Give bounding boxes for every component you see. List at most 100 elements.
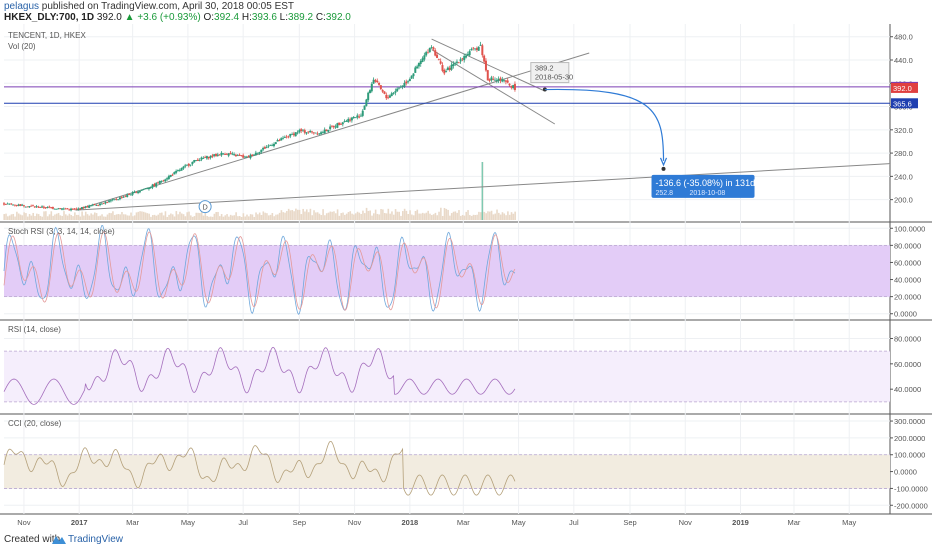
candle: [37, 206, 40, 208]
candle: [301, 129, 304, 131]
x-tick-label: Sep: [623, 518, 636, 527]
volume-bar: [365, 207, 368, 220]
callout-box: [530, 62, 570, 84]
volume-bar: [280, 210, 283, 220]
candle: [48, 206, 51, 208]
volume-bar: [157, 214, 160, 220]
y-tick-label: 280.0: [894, 149, 913, 158]
candle: [368, 90, 371, 93]
volume-bar: [26, 216, 29, 220]
price-change: ▲ +3.6 (+0.93%): [124, 12, 201, 23]
volume-bar: [222, 216, 225, 220]
candle: [381, 90, 384, 92]
candle: [327, 130, 330, 132]
candle: [104, 201, 107, 204]
rsi-band: [4, 351, 890, 402]
volume-bar: [362, 210, 364, 220]
candle: [53, 208, 56, 210]
volume-bar: [28, 214, 31, 220]
volume-bar: [498, 212, 500, 220]
footer: Created with TradingView: [0, 530, 932, 550]
volume-bar: [405, 210, 408, 220]
candle: [412, 73, 415, 77]
candle: [140, 189, 143, 191]
candle: [245, 156, 248, 158]
candle: [325, 129, 328, 131]
candle: [370, 83, 373, 92]
volume-bar: [144, 212, 147, 220]
x-tick-label: Nov: [679, 518, 693, 527]
volume-bar: [113, 215, 116, 220]
volume-bar: [345, 213, 348, 220]
volume-bar: [246, 214, 248, 220]
candle: [512, 85, 515, 89]
candle: [167, 176, 170, 179]
volume-bar: [441, 215, 444, 220]
volume-bar: [425, 212, 428, 220]
volume-bar: [54, 214, 56, 220]
candle: [312, 132, 315, 134]
volume-bar: [278, 212, 281, 220]
candle: [338, 122, 341, 125]
projection-value: -136.6 (-35.08%) in 131d: [656, 178, 756, 188]
candle: [137, 191, 140, 193]
volume-bar: [188, 211, 190, 220]
stoch-band: [4, 245, 890, 297]
volume-bar: [161, 212, 163, 220]
volume-bar: [287, 208, 290, 220]
candle: [142, 189, 145, 190]
volume-bar: [340, 213, 343, 220]
y-tick-label: 60.0000: [894, 258, 921, 267]
candle: [204, 157, 207, 158]
candle: [64, 208, 67, 210]
candle: [343, 120, 346, 122]
candle: [138, 190, 141, 193]
volume-bar: [501, 212, 504, 220]
volume-bar: [226, 214, 228, 220]
candle: [378, 83, 381, 85]
volume-bar: [318, 213, 321, 220]
volume-bar: [474, 215, 477, 220]
candle: [359, 115, 362, 117]
candle: [84, 206, 87, 208]
candle: [307, 131, 310, 133]
candle: [166, 178, 169, 180]
candle: [296, 132, 299, 134]
symbol[interactable]: HKEX_DLY:700, 1D: [4, 12, 95, 23]
candle: [176, 170, 179, 172]
volume-bars: [3, 162, 516, 220]
candle: [459, 59, 462, 62]
volume-bar: [479, 212, 482, 220]
candle: [508, 83, 511, 86]
volume-bar: [409, 210, 411, 220]
author-link[interactable]: pelagus: [4, 1, 40, 12]
candle: [35, 206, 38, 208]
y-tick-label: 100.0000: [894, 224, 925, 233]
candle: [390, 93, 393, 97]
volume-bar: [220, 214, 223, 220]
candle: [300, 129, 303, 131]
candle: [258, 152, 261, 154]
volume-bar: [429, 213, 431, 220]
volume-bar: [219, 216, 221, 220]
candle: [162, 180, 165, 182]
x-tick-label: May: [181, 518, 195, 527]
y-tick-label: 440.0: [894, 56, 913, 65]
candle: [128, 194, 131, 195]
volume-bar: [266, 213, 268, 220]
price-tag: [891, 82, 918, 93]
volume-bar: [478, 211, 480, 220]
candle: [499, 78, 502, 81]
candle: [461, 58, 464, 60]
volume-bar: [286, 211, 288, 220]
y-tick-label: 60.0000: [894, 360, 921, 369]
candle: [211, 155, 214, 157]
tradingview-link[interactable]: TradingView: [68, 534, 124, 545]
volume-bar: [440, 207, 442, 220]
candle: [12, 204, 15, 206]
candle: [320, 132, 323, 134]
trend-line: [431, 38, 544, 91]
chart-canvas[interactable]: Nov 2017 Mar May Jul Sep Nov 2018 Mar May Jul Sep No…: [0, 24, 932, 530]
candle: [196, 159, 199, 161]
candle: [97, 204, 100, 206]
